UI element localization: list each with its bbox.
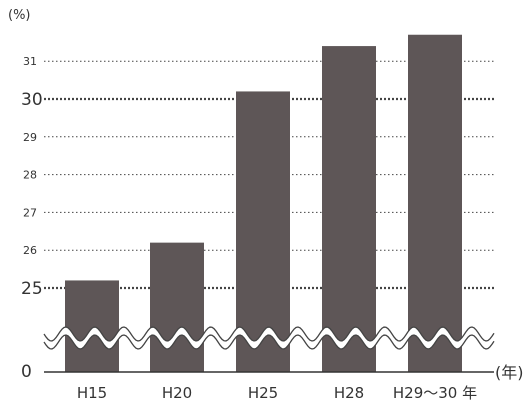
y-tick-label: 27	[23, 206, 37, 219]
bar-H28	[322, 46, 376, 372]
y-tick-label: 25	[21, 279, 43, 299]
x-unit-label: (年)	[495, 363, 524, 382]
x-tick-label: H20	[162, 384, 192, 402]
bar-H25	[236, 91, 290, 372]
zero-label: 0	[21, 362, 32, 382]
bars	[65, 34, 462, 373]
x-tick-label: H25	[248, 384, 278, 402]
x-tick-labels: H15 H20 H25 H28 H29～30 年	[77, 384, 477, 402]
x-tick-label: H28	[334, 384, 364, 402]
y-tick-label: 29	[23, 131, 37, 144]
y-tick-label: 31	[23, 55, 37, 68]
y-tick-label: 26	[23, 244, 37, 257]
bar-H15	[65, 280, 119, 372]
bar-H20	[150, 242, 204, 372]
axis-break-line	[43, 326, 495, 342]
axis-break-band	[44, 327, 494, 349]
axis-break	[43, 326, 495, 350]
bar-H29～30 年	[408, 34, 462, 373]
x-tick-label: H29～30 年	[393, 384, 477, 402]
y-tick-label: 28	[23, 169, 37, 182]
y-tick-labels: 25 26 27 28 29 30 31	[21, 55, 43, 299]
axis-break-line	[43, 334, 495, 350]
y-unit-label: (%)	[8, 8, 31, 23]
x-tick-label: H15	[77, 384, 107, 402]
y-tick-label: 30	[21, 90, 43, 110]
